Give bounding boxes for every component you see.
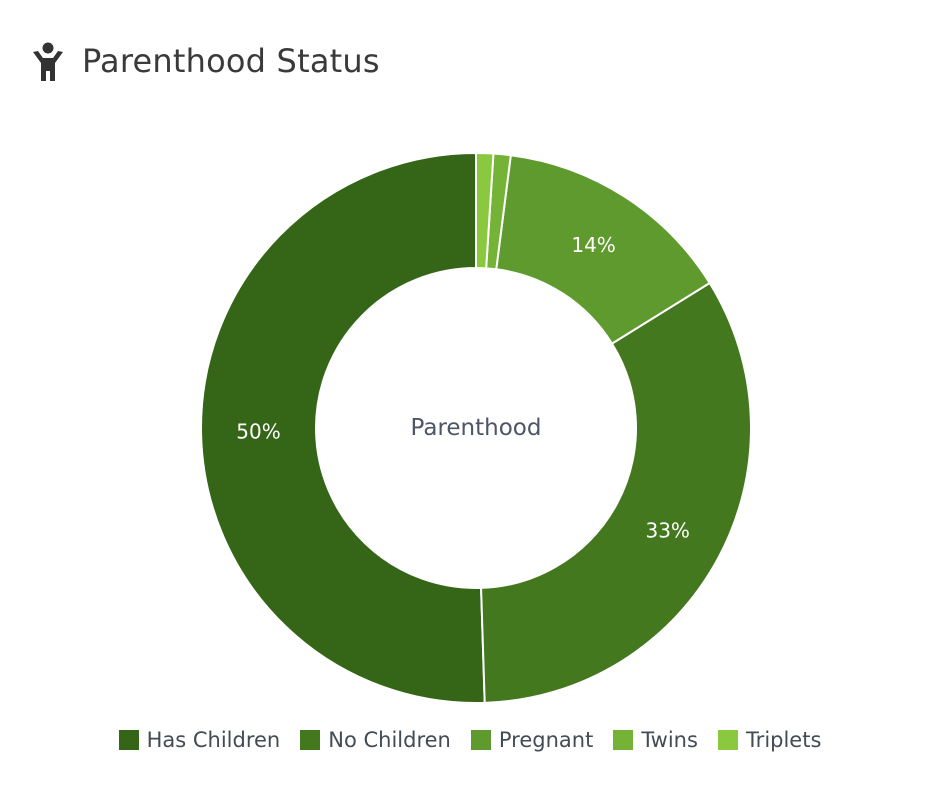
legend-swatch [717, 730, 738, 750]
legend-swatch [613, 730, 634, 750]
child-figure-icon [30, 41, 66, 81]
data-label: 33% [645, 519, 689, 543]
chart-header: Parenthood Status [30, 36, 380, 86]
legend-item-triplets[interactable]: Triplets [717, 728, 822, 752]
legend-swatch [300, 730, 321, 750]
legend-item-pregnant[interactable]: Pregnant [470, 728, 594, 752]
legend-item-twins[interactable]: Twins [613, 728, 698, 752]
donut-slice-no-children[interactable] [480, 281, 752, 704]
legend-label: No Children [328, 728, 451, 752]
legend-swatch [118, 730, 139, 750]
chart-title: Parenthood Status [82, 42, 380, 80]
chart-legend: Has Children No Children Pregnant Twins Trip… [0, 728, 940, 752]
legend-label: Pregnant [498, 728, 594, 752]
legend-label: Triplets [745, 728, 822, 752]
data-label: 14% [571, 233, 615, 257]
legend-label: Twins [641, 728, 698, 752]
legend-swatch [470, 730, 491, 750]
donut-slice-has-children[interactable] [200, 151, 486, 704]
donut-center-label: Parenthood [411, 415, 542, 441]
legend-item-has-children[interactable]: Has Children [118, 728, 281, 752]
legend-label: Has Children [146, 728, 281, 752]
donut-slice-triplets[interactable] [475, 151, 495, 270]
data-label: 50% [236, 419, 280, 443]
legend-item-no-children[interactable]: No Children [300, 728, 451, 752]
